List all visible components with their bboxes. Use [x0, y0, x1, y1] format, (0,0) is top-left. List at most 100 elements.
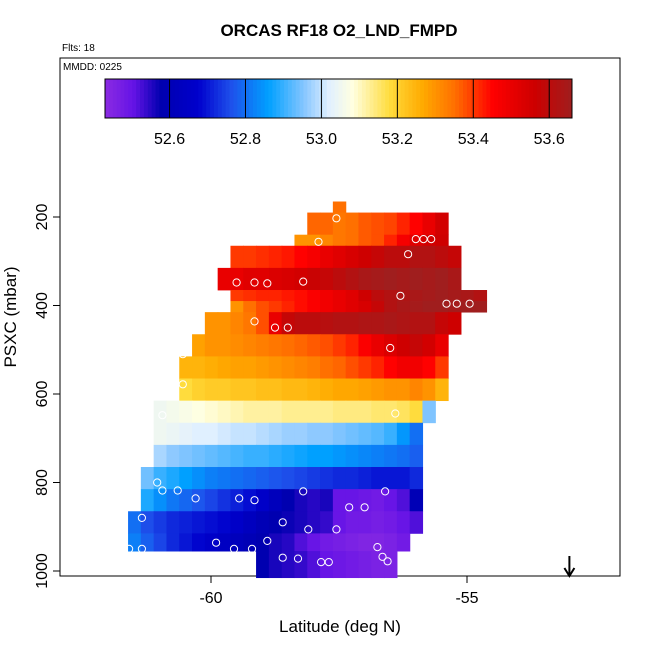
heatmap-cell: [409, 301, 424, 313]
colorbar-swatch: [509, 79, 515, 118]
heatmap-cell: [294, 511, 308, 534]
heatmap-cell: [371, 290, 385, 302]
heatmap-cell: [294, 312, 308, 335]
heatmap-cell: [409, 422, 424, 446]
data-point: [381, 487, 390, 496]
heatmap-cell: [409, 489, 424, 512]
colorbar-swatch: [256, 79, 262, 118]
heatmap-cell: [243, 511, 257, 534]
heatmap-cell: [371, 489, 385, 512]
heatmap-cell: [332, 245, 347, 269]
heatmap-cell: [422, 234, 436, 247]
data-point: [191, 494, 200, 503]
colorbar-swatch: [447, 79, 452, 118]
heatmap-cell: [409, 378, 424, 402]
heatmap-cell: [332, 422, 347, 446]
colorbar-swatch: [568, 79, 573, 118]
heatmap-cell: [345, 312, 360, 335]
heatmap-cell: [179, 444, 193, 468]
colorbar-swatch: [159, 79, 164, 118]
heatmap-cell: [320, 301, 334, 313]
colorbar-swatch: [124, 79, 129, 118]
heatmap-cell: [422, 400, 436, 424]
heatmap-cell: [166, 444, 180, 468]
heatmap-cell: [435, 301, 449, 313]
colorbar-swatch: [233, 79, 238, 118]
data-point: [178, 350, 187, 359]
colorbar-swatch: [501, 79, 507, 118]
heatmap-cell: [307, 533, 321, 552]
colorbar-swatch: [225, 79, 231, 118]
heatmap-cell: [256, 467, 270, 490]
heatmap-cell: [384, 301, 398, 313]
heatmap-cell: [281, 267, 296, 291]
colorbar-swatch: [330, 79, 336, 118]
colorbar-swatch: [338, 79, 343, 118]
heatmap-cell: [320, 234, 334, 247]
colorbar-swatch: [221, 79, 227, 118]
heatmap-cell: [396, 312, 411, 335]
heatmap-cell: [268, 334, 283, 357]
heatmap-cell: [384, 378, 398, 402]
heatmap-cell: [294, 356, 308, 379]
colorbar-swatch: [365, 79, 371, 118]
colorbar-swatch: [443, 79, 448, 118]
data-point: [263, 279, 272, 288]
heatmap-cell: [256, 533, 270, 552]
data-point: [153, 478, 162, 487]
y-axis-label: PSXC (mbar): [1, 266, 20, 367]
heatmap-cell: [217, 378, 232, 402]
heatmap-cell: [192, 444, 206, 468]
colorbar-swatch: [463, 79, 468, 118]
heatmap-cell: [140, 533, 155, 552]
heatmap-cell: [243, 267, 257, 291]
heatmap-cell: [473, 301, 488, 313]
heatmap-cell: [448, 267, 462, 291]
heatmap-cell: [422, 212, 436, 236]
heatmap-cell: [256, 356, 270, 379]
heatmap-cell: [320, 489, 334, 512]
colorbar-swatch: [217, 79, 223, 118]
heatmap-cell: [294, 245, 308, 269]
colorbar-swatch: [136, 79, 141, 118]
colorbar-swatch: [280, 79, 285, 118]
heatmap-cell: [204, 422, 219, 446]
heatmap-cell: [422, 290, 436, 302]
colorbar-swatch: [326, 79, 332, 118]
colorbar-swatch: [143, 79, 149, 118]
heatmap-cell: [204, 533, 219, 552]
data-point: [158, 411, 167, 420]
heatmap-cell: [294, 234, 308, 247]
colorbar-swatch: [171, 79, 176, 118]
heatmap-cell: [384, 334, 398, 357]
colorbar-swatch: [455, 79, 460, 118]
y-tick-label: 1000: [34, 553, 51, 589]
heatmap-cell: [384, 444, 398, 468]
heatmap-cell: [217, 334, 232, 357]
heatmap-cell: [294, 444, 308, 468]
heatmap-cell: [153, 533, 168, 552]
y-tick-label: 200: [34, 204, 51, 231]
data-point: [304, 525, 313, 534]
heatmap-cell: [358, 334, 372, 357]
heatmap-cell: [294, 533, 308, 552]
heatmap-cell: [268, 312, 283, 335]
heatmap-cell: [345, 511, 360, 534]
heatmap-cell: [217, 444, 232, 468]
heatmap-cell: [256, 400, 270, 424]
heatmap-cell: [128, 533, 142, 552]
heatmap-cell: [307, 212, 321, 236]
heatmap-cell: [204, 356, 219, 379]
x-tick-label: -55: [455, 590, 478, 607]
heatmap-cell: [371, 245, 385, 269]
data-point: [462, 264, 472, 273]
heatmap-cell: [179, 378, 193, 402]
data-point: [314, 237, 323, 246]
colorbar-swatch: [241, 79, 246, 118]
heatmap-cell: [179, 511, 193, 534]
heatmap-cell: [358, 551, 372, 579]
data-point: [383, 557, 392, 566]
heatmap-cell: [192, 467, 206, 490]
heatmap-cell: [294, 467, 308, 490]
heatmap-cell: [217, 267, 232, 291]
